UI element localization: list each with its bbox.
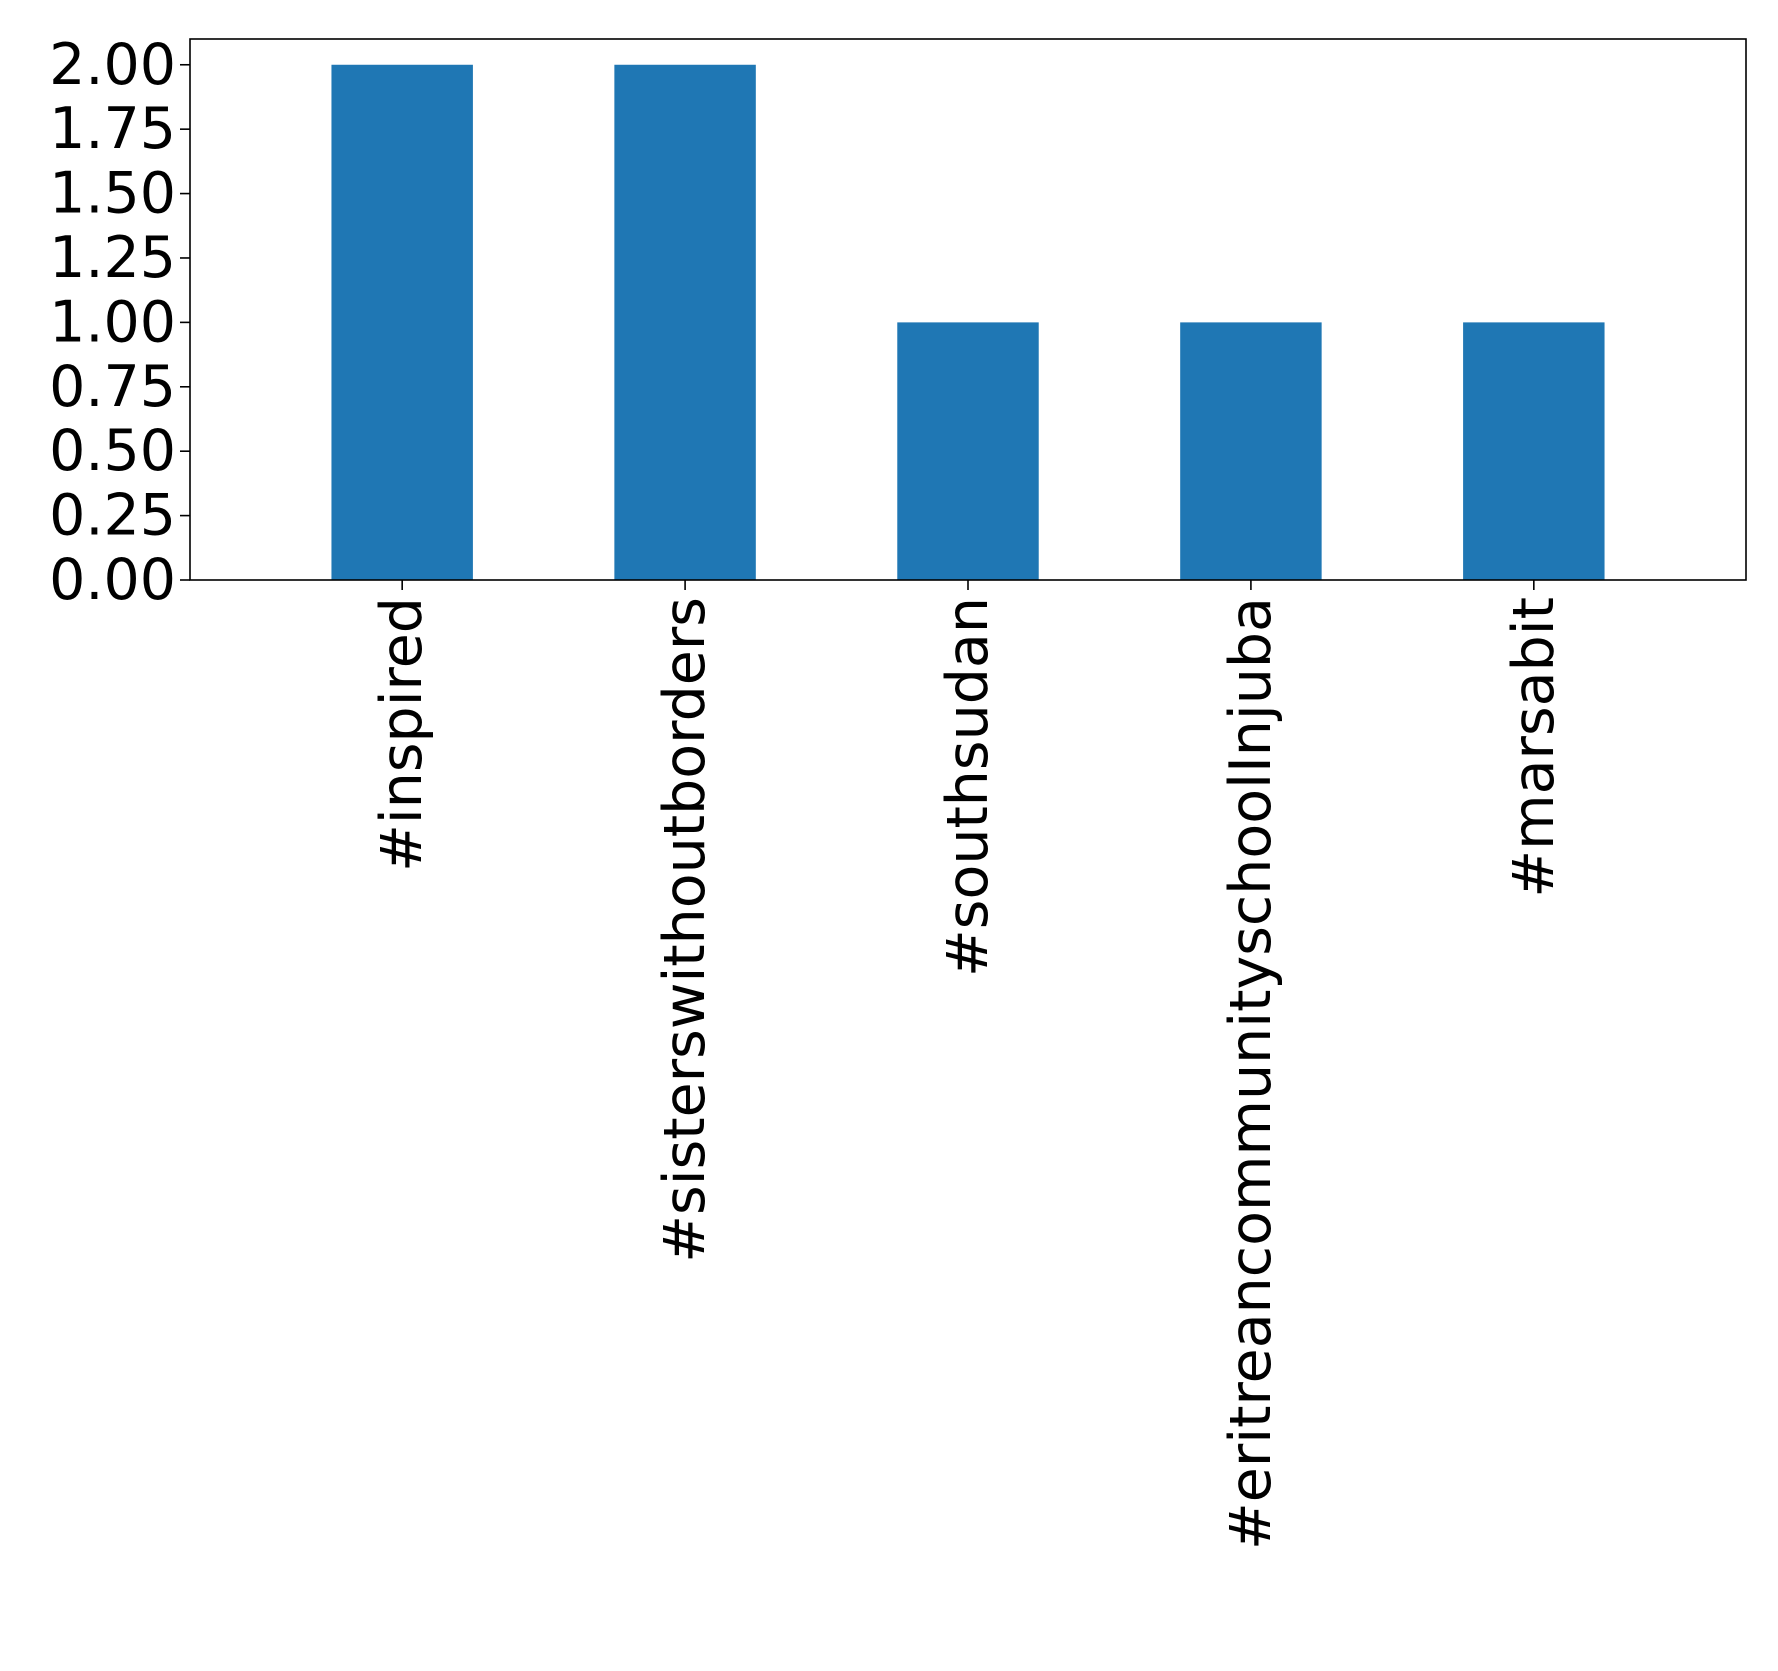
- bar-1: [614, 64, 756, 580]
- plot-frame: [189, 38, 1747, 581]
- x-tick-label: #marsabit: [1501, 597, 1567, 898]
- y-tick-label: 0.00: [49, 547, 176, 613]
- y-tick-label: 1.75: [49, 96, 176, 162]
- y-tick-label: 1.00: [49, 289, 176, 355]
- y-tick-label: 1.50: [49, 161, 176, 227]
- x-axis: #inspired #sisterswithoutborders #southsud…: [369, 580, 1567, 1550]
- y-tick-label: 2.00: [49, 32, 176, 98]
- y-tick-label: 0.50: [49, 418, 176, 484]
- x-tick-label: #sisterswithoutborders: [652, 597, 718, 1263]
- y-tick-label: 0.25: [49, 483, 176, 549]
- x-tick-label: #southsudan: [935, 597, 1001, 977]
- x-tick-label: #inspired: [369, 597, 435, 872]
- bar-0: [331, 64, 473, 580]
- bar-2: [897, 322, 1039, 580]
- x-tick-label: #eritreancommunityschoolInjuba: [1218, 597, 1284, 1550]
- y-tick-label: 1.25: [49, 225, 176, 291]
- y-tick-label: 0.75: [49, 354, 176, 420]
- y-axis: 0.000.250.500.751.001.251.501.752.00: [49, 32, 190, 613]
- bars-group: [331, 64, 1605, 580]
- bar-3: [1180, 322, 1322, 580]
- bar-4: [1463, 322, 1605, 580]
